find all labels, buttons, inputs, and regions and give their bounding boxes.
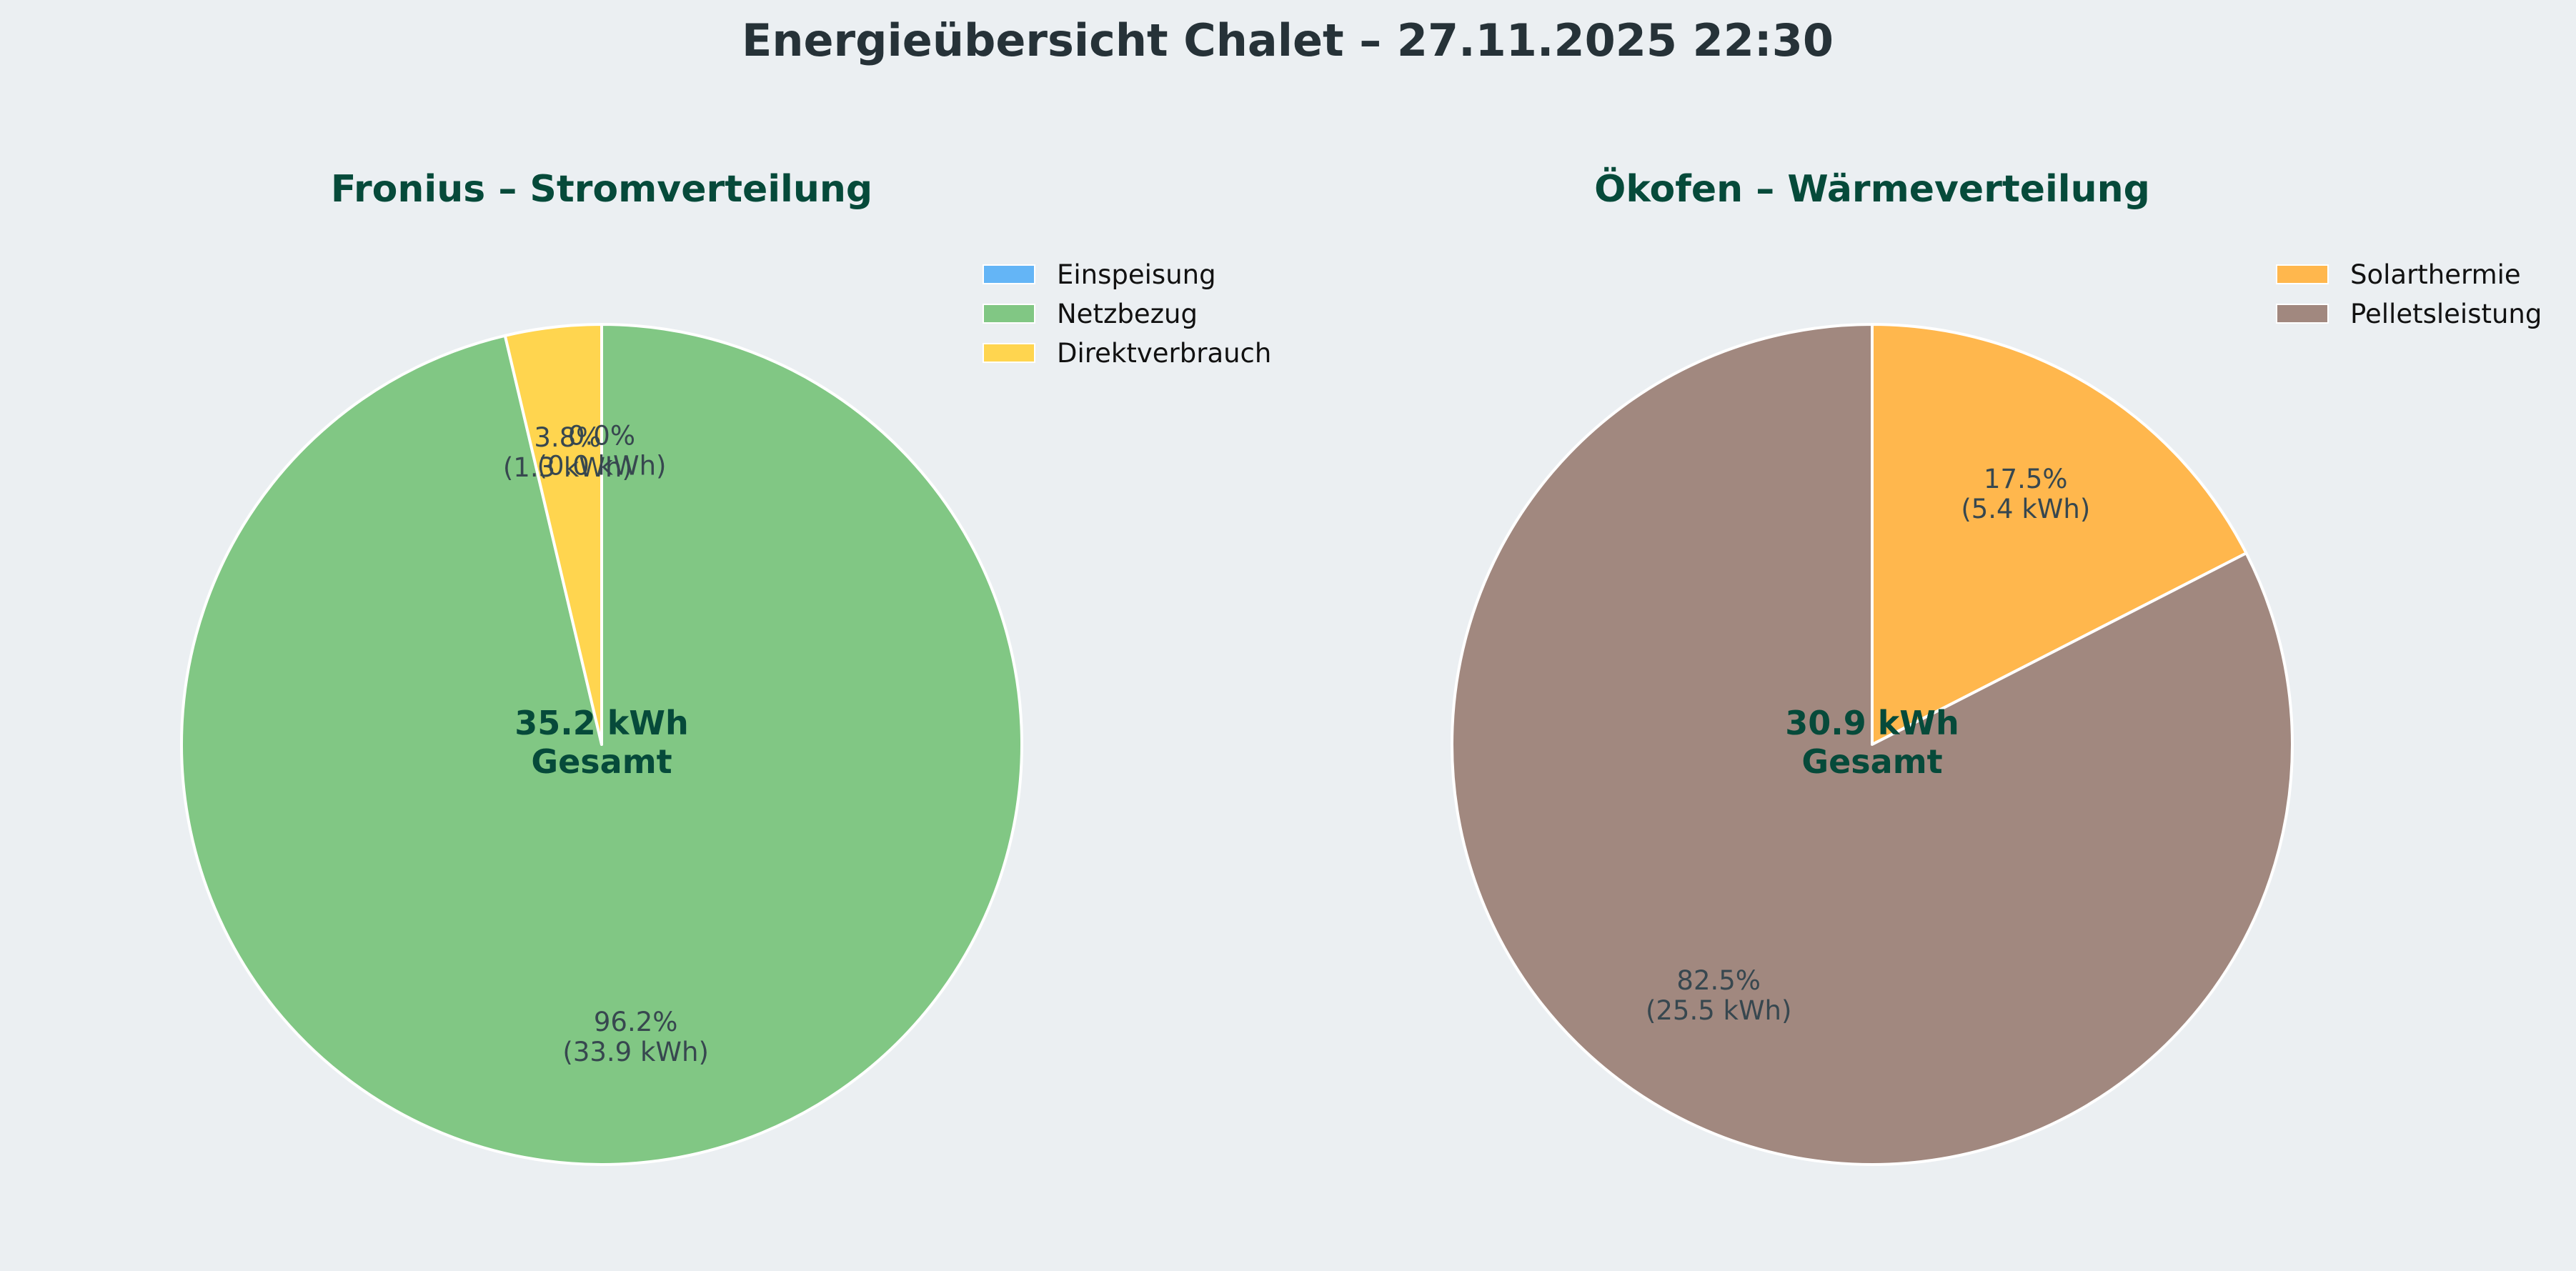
legend-label-solarthermie: Solarthermie — [2350, 259, 2521, 290]
legend-swatch-einspeisung — [983, 264, 1035, 284]
legend-swatch-pelletsleistung — [2276, 304, 2329, 324]
main-title: Energieübersicht Chalet – 27.11.2025 22:… — [742, 14, 1834, 66]
pie-labels: 17.5% (5.4 kWh) 82.5% (25.5 kWh) — [1646, 464, 2090, 1026]
legend-swatch-direktverbrauch — [983, 343, 1035, 363]
slice-label-direktverbrauch: 3.8% (1.3 kWh) — [503, 422, 632, 483]
legend: Solarthermie Pelletsleistung — [2276, 259, 2542, 329]
legend-label-pelletsleistung: Pelletsleistung — [2350, 299, 2542, 329]
center-total-label: 35.2 kWh Gesamt — [514, 704, 689, 781]
chart-title: Ökofen – Wärmeverteilung — [1594, 166, 2150, 211]
pie-slices — [180, 323, 1023, 1166]
legend: Einspeisung Netzbezug Direktverbrauch — [983, 259, 1271, 369]
slice-label-pelletsleistung: 82.5% (25.5 kWh) — [1646, 965, 1791, 1026]
legend-label-netzbezug: Netzbezug — [1057, 299, 1198, 329]
slice-label-netzbezug: 96.2% (33.9 kWh) — [562, 1007, 708, 1067]
pie-slice-direktverbrauch — [503, 323, 603, 746]
pie-slice-solarthermie — [1871, 323, 2248, 746]
pie-labels: 0.0% (0.0 kWh) 96.2% (33.9 kWh) 3.8% (1.3 kWh… — [503, 420, 709, 1067]
legend-label-einspeisung: Einspeisung — [1057, 259, 1216, 290]
legend-label-direktverbrauch: Direktverbrauch — [1057, 338, 1271, 369]
legend-swatch-netzbezug — [983, 304, 1035, 324]
pie-slice-pelletsleistung — [1451, 323, 2294, 1166]
pie-slices — [1451, 323, 2294, 1166]
pie-chart-2: Ökofen – Wärmeverteilung 17.5% (5.4 kWh) 82… — [1451, 166, 2542, 1166]
slice-label-einspeisung: 0.0% (0.0 kWh) — [537, 420, 667, 481]
pie-chart-1: Fronius – Stromverteilung 0.0% (0.0 kWh) 96… — [180, 168, 1271, 1166]
center-total-label: 30.9 kWh Gesamt — [1785, 704, 1959, 781]
legend-swatch-solarthermie — [2276, 264, 2329, 284]
chart-title: Fronius – Stromverteilung — [331, 168, 872, 211]
charts-container: Fronius – Stromverteilung 0.0% (0.0 kWh) 96… — [180, 166, 2542, 1166]
slice-label-solarthermie: 17.5% (5.4 kWh) — [1961, 464, 2090, 524]
